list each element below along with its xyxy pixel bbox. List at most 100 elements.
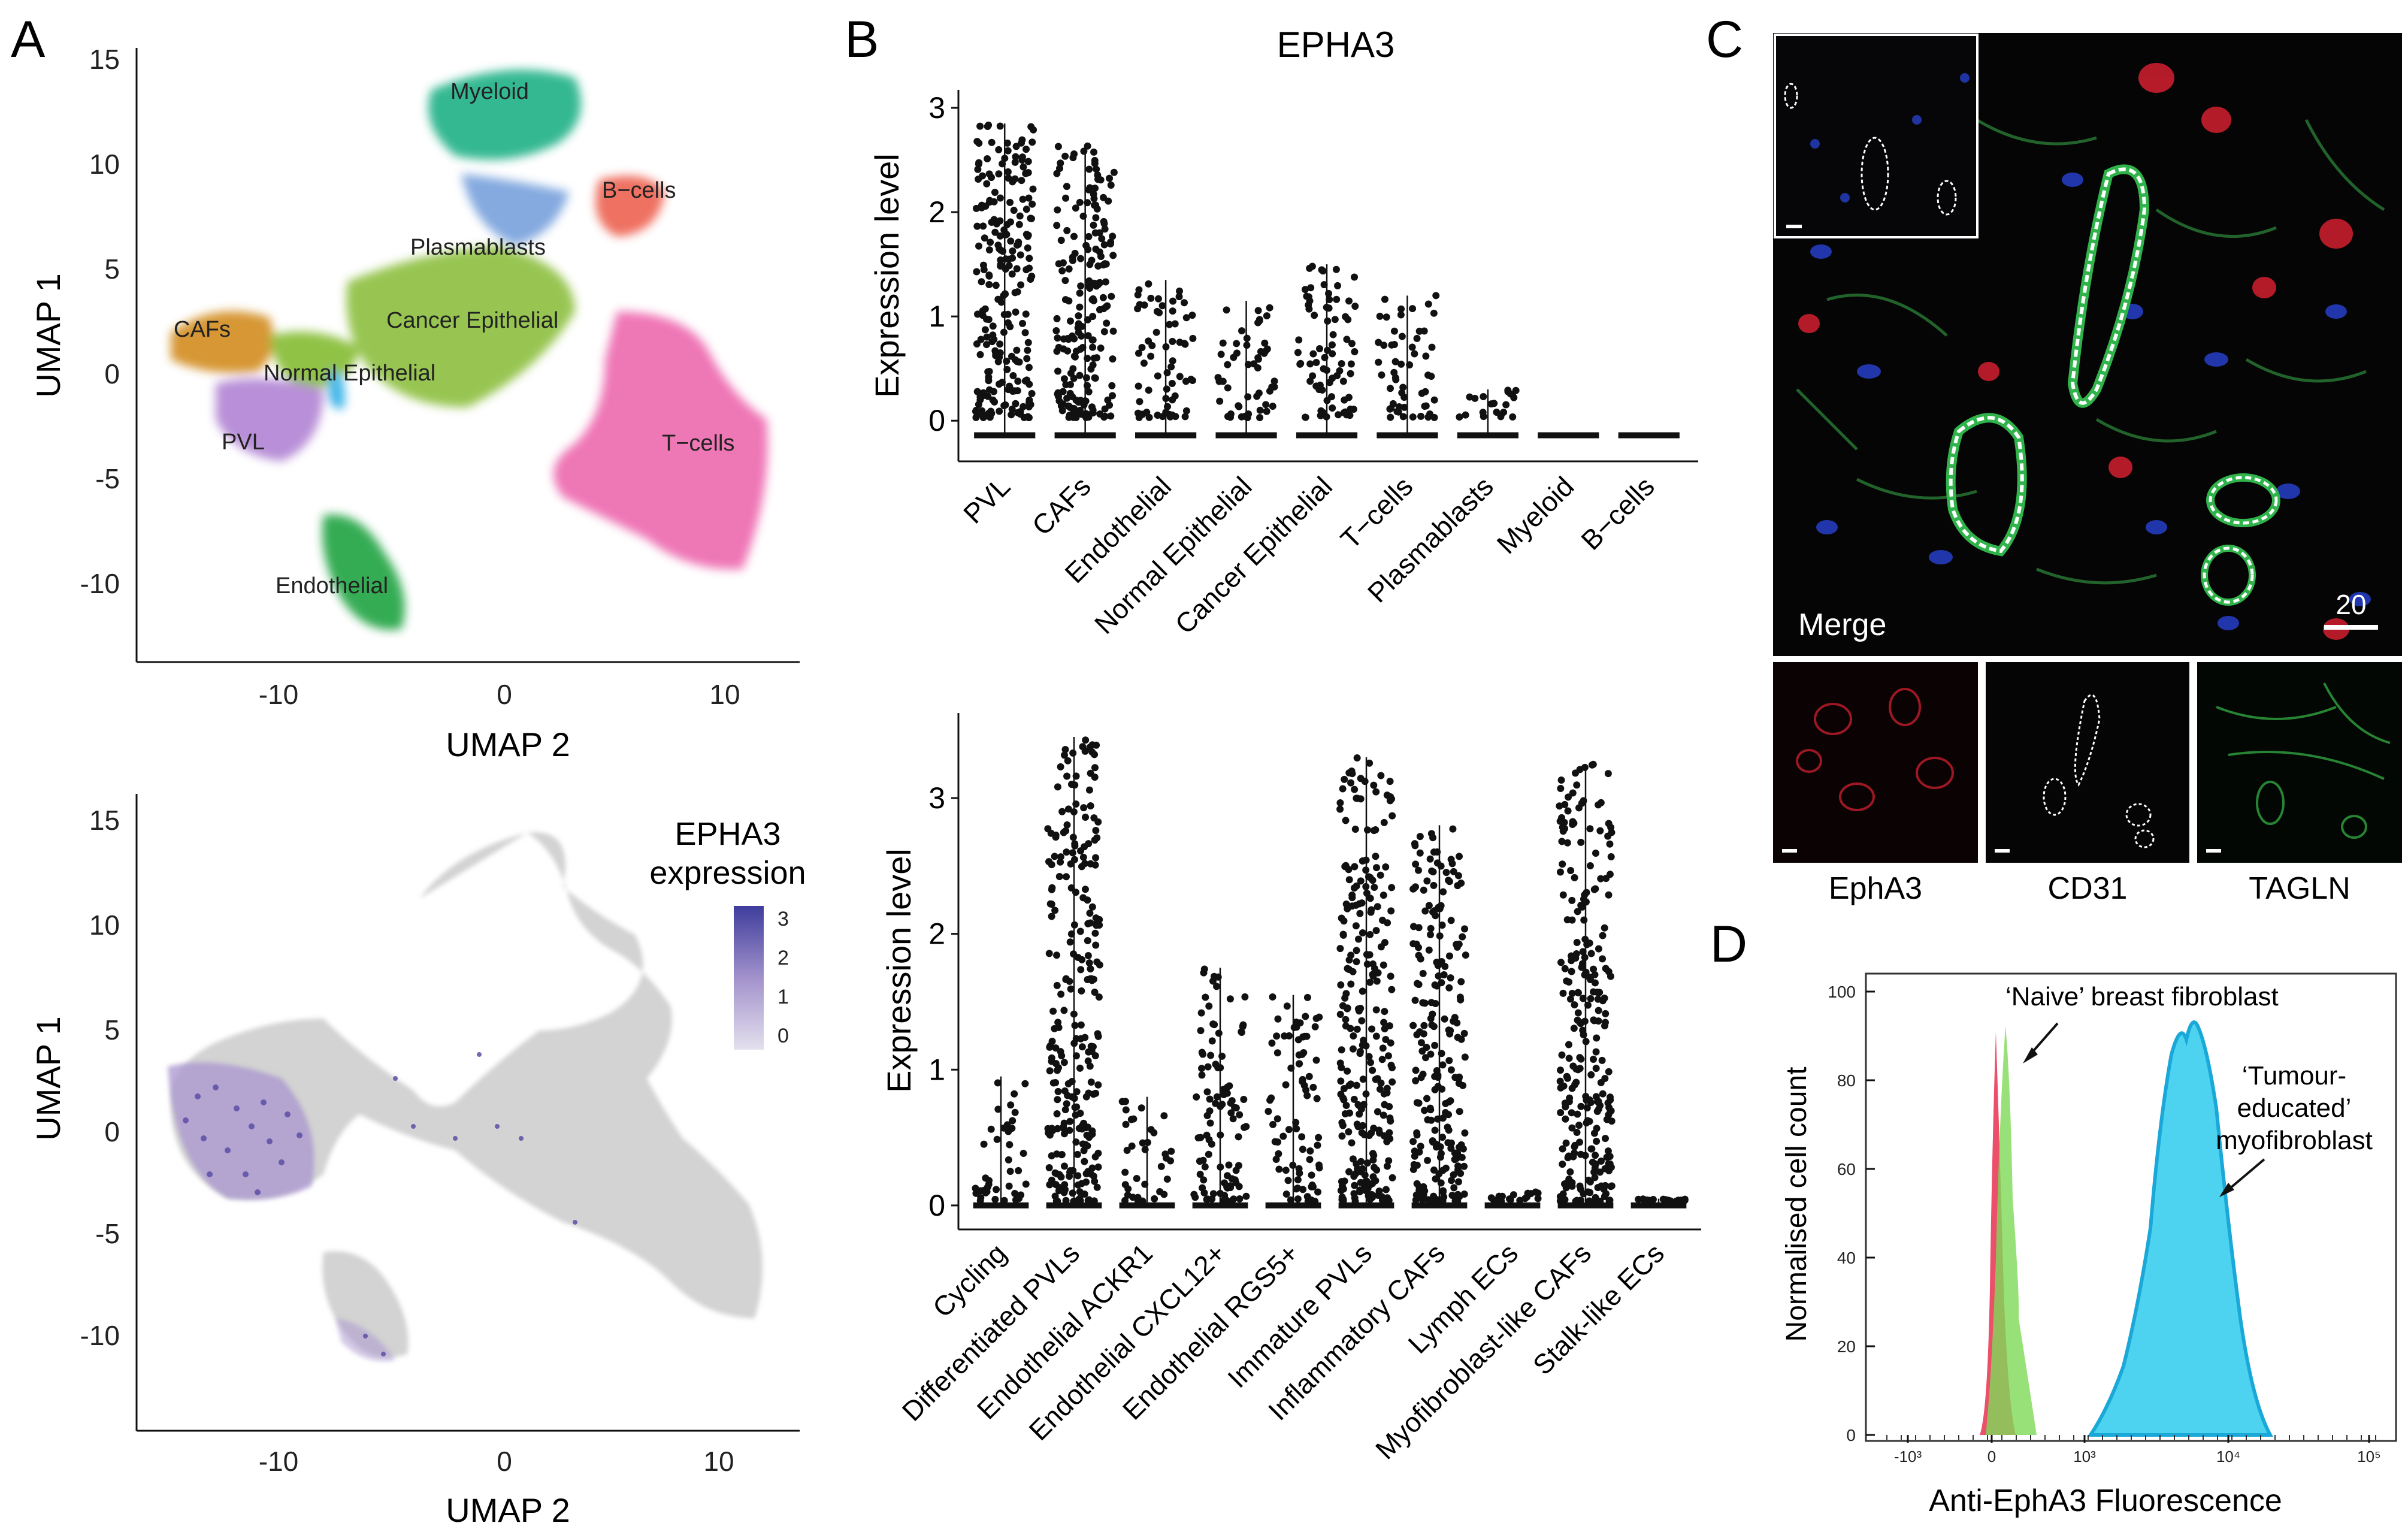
data-point bbox=[1412, 860, 1420, 868]
data-point bbox=[992, 352, 1000, 359]
data-point bbox=[1348, 770, 1356, 778]
data-point bbox=[1015, 1167, 1023, 1174]
data-point bbox=[1191, 1193, 1199, 1201]
data-point bbox=[1429, 868, 1437, 876]
data-point bbox=[1108, 382, 1116, 389]
data-point bbox=[1202, 993, 1209, 1001]
data-point bbox=[1570, 1025, 1578, 1032]
data-point bbox=[1092, 941, 1100, 949]
tagln-channel-image bbox=[2197, 662, 2402, 863]
data-point bbox=[1069, 749, 1077, 757]
data-point bbox=[1362, 1042, 1370, 1050]
data-point bbox=[1088, 403, 1096, 411]
data-point bbox=[1336, 1059, 1344, 1067]
data-point bbox=[1649, 1196, 1657, 1204]
data-point bbox=[1445, 1111, 1453, 1119]
data-point bbox=[1584, 1001, 1592, 1009]
data-point bbox=[1424, 1156, 1432, 1164]
data-point bbox=[1344, 1067, 1351, 1075]
data-point bbox=[1064, 1080, 1072, 1087]
data-point bbox=[1450, 1184, 1458, 1192]
data-point bbox=[1067, 884, 1075, 892]
data-point bbox=[1013, 265, 1021, 273]
data-point bbox=[1273, 1115, 1281, 1123]
data-point bbox=[1308, 1171, 1315, 1179]
data-point bbox=[1380, 818, 1388, 826]
data-point bbox=[1023, 146, 1030, 153]
data-point bbox=[1062, 194, 1070, 202]
data-point bbox=[1659, 1195, 1667, 1203]
data-point bbox=[1592, 849, 1599, 857]
data-point bbox=[1218, 1052, 1226, 1060]
data-point bbox=[1447, 1066, 1455, 1074]
data-point bbox=[1362, 883, 1370, 890]
data-point bbox=[1353, 754, 1361, 762]
data-point bbox=[1072, 204, 1079, 212]
data-point bbox=[1064, 805, 1072, 813]
data-point bbox=[990, 198, 998, 206]
data-point bbox=[1085, 840, 1093, 848]
data-point bbox=[1009, 1117, 1017, 1125]
data-point bbox=[1057, 990, 1065, 998]
data-point bbox=[1306, 1147, 1314, 1155]
data-point bbox=[1347, 779, 1355, 787]
data-point bbox=[1584, 1176, 1592, 1184]
data-point bbox=[1218, 1101, 1226, 1108]
data-point bbox=[1072, 800, 1080, 808]
data-point bbox=[1076, 398, 1084, 406]
data-point bbox=[1070, 374, 1078, 382]
data-point bbox=[1028, 138, 1036, 146]
data-point bbox=[1053, 981, 1061, 989]
data-point bbox=[1175, 293, 1183, 301]
data-point bbox=[1581, 935, 1589, 943]
data-point bbox=[1061, 751, 1069, 759]
data-point bbox=[1352, 922, 1360, 930]
data-point bbox=[1090, 221, 1097, 229]
data-point bbox=[1052, 1078, 1060, 1086]
data-point bbox=[1072, 1052, 1080, 1060]
data-point bbox=[1079, 743, 1087, 751]
cd31-channel-image bbox=[1986, 662, 2189, 863]
data-point bbox=[1387, 413, 1394, 421]
data-point bbox=[1153, 307, 1161, 315]
data-point bbox=[1383, 1162, 1391, 1170]
ytick: 5 bbox=[104, 253, 120, 285]
data-point bbox=[1556, 1077, 1564, 1085]
colorbar-tick: 3 bbox=[778, 908, 789, 930]
data-point bbox=[985, 271, 993, 279]
data-point bbox=[1022, 170, 1030, 177]
data-point bbox=[1082, 736, 1090, 744]
data-point bbox=[1672, 1197, 1680, 1205]
data-point bbox=[1045, 950, 1053, 957]
data-point bbox=[1406, 361, 1414, 369]
umap-top-cluster-labels: Myeloid B−cells Plasmablasts Cancer Epit… bbox=[174, 79, 734, 599]
data-point bbox=[1003, 357, 1011, 365]
data-point bbox=[1578, 963, 1586, 971]
data-point bbox=[1091, 156, 1099, 164]
data-point bbox=[1451, 1014, 1459, 1022]
data-point bbox=[1389, 400, 1397, 407]
data-point bbox=[1217, 350, 1225, 358]
data-point bbox=[1048, 886, 1055, 893]
data-point bbox=[1559, 989, 1567, 997]
data-point bbox=[1368, 1025, 1376, 1033]
umap-bottom-xlabel: UMAP 2 bbox=[446, 1491, 570, 1529]
data-point bbox=[1217, 1163, 1224, 1171]
data-point bbox=[1345, 866, 1353, 874]
data-point bbox=[981, 234, 988, 242]
data-point bbox=[1353, 958, 1360, 966]
data-point bbox=[1005, 174, 1012, 182]
data-point bbox=[1582, 1038, 1590, 1045]
data-point bbox=[1004, 168, 1012, 176]
data-point bbox=[1487, 1194, 1495, 1202]
data-point bbox=[1571, 1143, 1578, 1151]
data-point bbox=[1418, 1047, 1426, 1055]
data-point bbox=[1121, 1098, 1129, 1105]
data-point bbox=[1171, 320, 1179, 328]
data-point bbox=[1021, 329, 1029, 337]
data-point bbox=[1109, 355, 1117, 363]
cluster-endothelial bbox=[322, 514, 405, 630]
data-point bbox=[1457, 978, 1465, 986]
data-point bbox=[1589, 760, 1597, 768]
data-point bbox=[1166, 321, 1173, 328]
